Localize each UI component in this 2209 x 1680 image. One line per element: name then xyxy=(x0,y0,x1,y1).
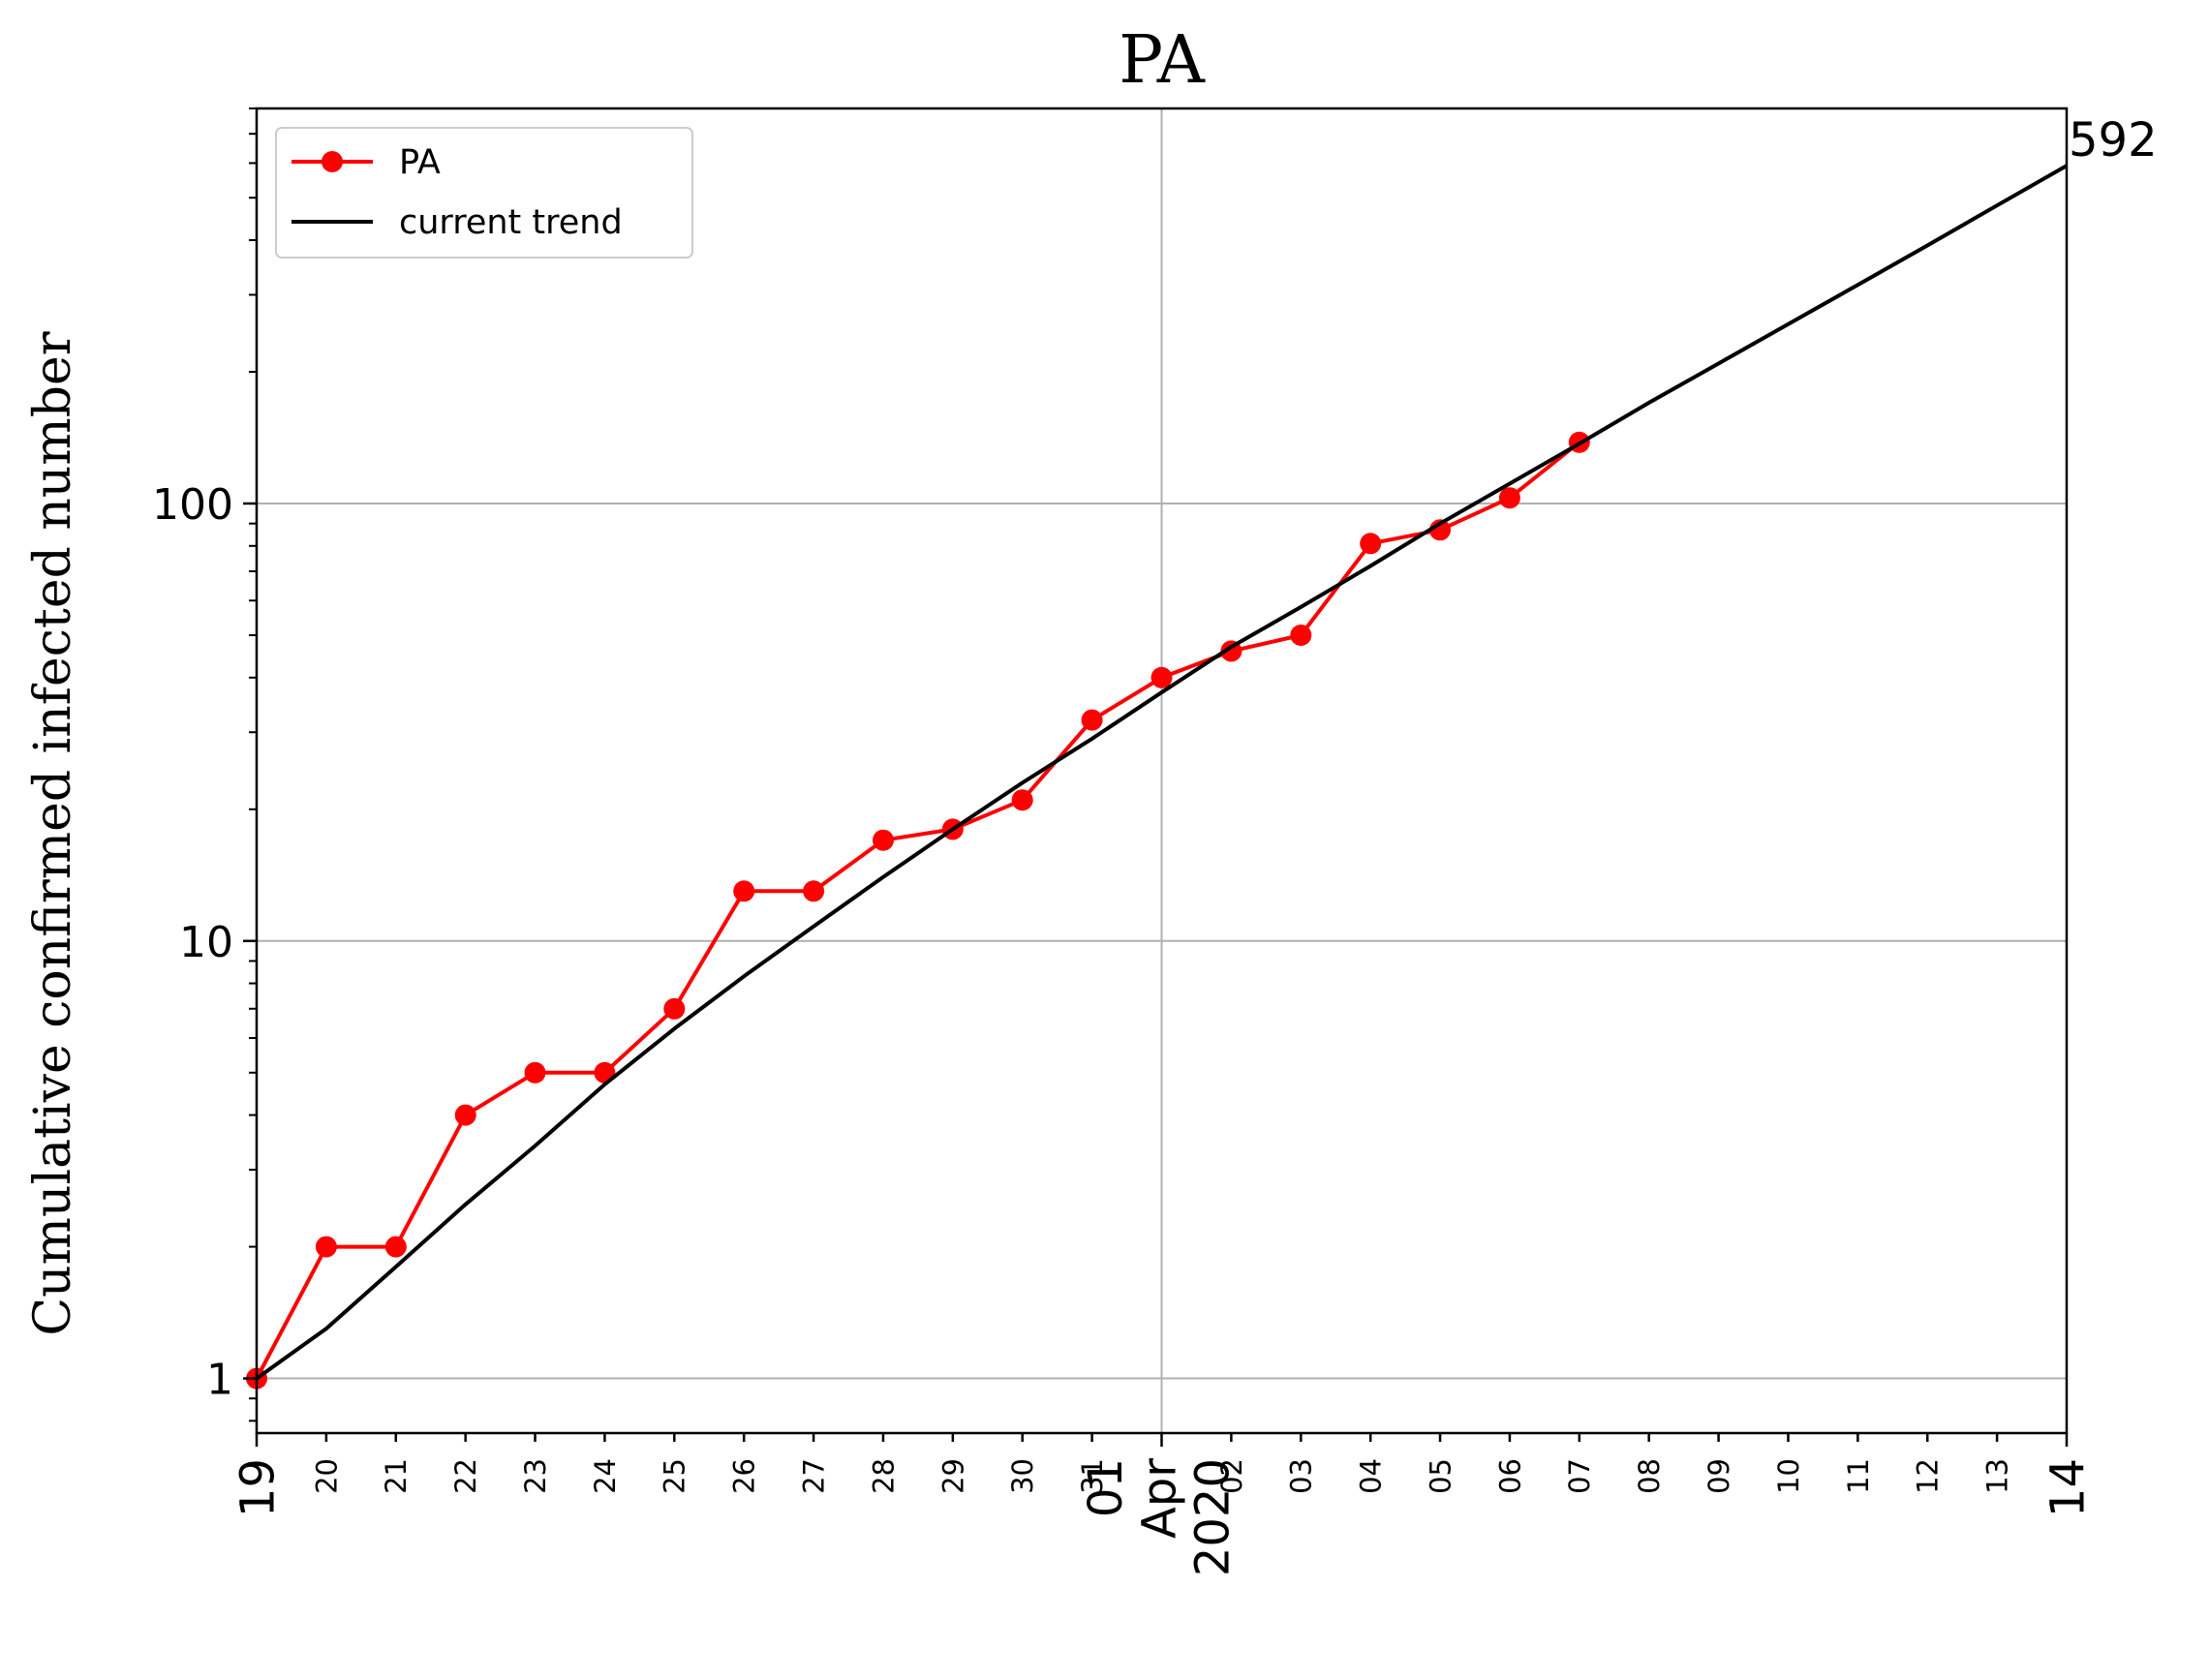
legend: PA current trend xyxy=(275,127,693,259)
legend-box xyxy=(275,127,693,259)
x-tick-label: 22 xyxy=(449,1458,482,1494)
x-tick-label: 13 xyxy=(1981,1458,2014,1494)
data-point-pa xyxy=(1360,533,1382,555)
data-point-pa xyxy=(315,1236,337,1258)
series-line-pa xyxy=(255,441,1581,1380)
x-tick-label: 30 xyxy=(1006,1458,1039,1494)
series-line-current-trend xyxy=(255,164,2068,1381)
chart-title: PA xyxy=(1119,22,1206,99)
y-axis-label: Cumulative confirmed infected number xyxy=(24,331,82,1335)
data-point-pa xyxy=(1498,487,1520,509)
data-point-pa xyxy=(1081,709,1103,731)
x-tick-label: 21 xyxy=(380,1458,413,1494)
x-tick-label: 05 xyxy=(1424,1458,1457,1494)
data-point-pa xyxy=(1011,789,1033,811)
x-tick-label: 14 xyxy=(2040,1458,2095,1517)
legend-marker-pa xyxy=(322,151,343,172)
trend-end-value-label: 592 xyxy=(2069,113,2158,168)
series-layer xyxy=(246,164,2068,1390)
x-tick-label: 31 xyxy=(1076,1458,1109,1494)
y-axis: 1 10 100 xyxy=(152,107,257,1422)
data-point-pa xyxy=(733,880,755,902)
x-tick-label: 02 xyxy=(1215,1458,1248,1494)
data-point-pa xyxy=(1151,666,1173,688)
data-point-pa xyxy=(663,997,686,1020)
x-tick-label: 07 xyxy=(1563,1458,1596,1494)
x-tick-label: 23 xyxy=(519,1458,552,1494)
y-tick-label: 10 xyxy=(179,918,233,967)
x-tick-label: 24 xyxy=(589,1458,622,1494)
y-tick-label: 1 xyxy=(206,1356,233,1405)
x-tick-label: 06 xyxy=(1493,1458,1526,1494)
x-tick-label: 28 xyxy=(867,1458,900,1494)
legend-label-current-trend: current trend xyxy=(399,203,623,242)
x-tick-label: 10 xyxy=(1772,1458,1805,1494)
x-tick-label: 20 xyxy=(310,1458,343,1494)
y-tick-label: 100 xyxy=(152,480,233,530)
legend-label-pa: PA xyxy=(399,143,441,182)
x-tick-label: 27 xyxy=(797,1458,830,1494)
x-tick-label: 26 xyxy=(728,1458,761,1494)
x-tick-label: 09 xyxy=(1703,1458,1735,1494)
x-tick-label: 08 xyxy=(1633,1458,1666,1494)
data-point-pa xyxy=(454,1104,476,1126)
x-tick-label: 29 xyxy=(936,1458,969,1494)
x-tick-label: 19 xyxy=(230,1458,285,1517)
grid-lines xyxy=(257,108,2067,1433)
data-point-pa xyxy=(803,880,825,902)
x-tick-label: 03 xyxy=(1285,1458,1318,1494)
data-point-pa xyxy=(1290,625,1312,646)
data-point-pa xyxy=(384,1236,407,1258)
data-point-pa xyxy=(524,1061,546,1084)
x-tick-label: 01Apr2020 xyxy=(1079,1458,1240,1576)
x-tick-label: 25 xyxy=(659,1458,691,1494)
data-point-pa xyxy=(873,829,894,851)
x-tick-label: 04 xyxy=(1355,1458,1388,1494)
x-tick-label: 11 xyxy=(1842,1458,1875,1494)
x-tick-label: 12 xyxy=(1912,1458,1945,1494)
